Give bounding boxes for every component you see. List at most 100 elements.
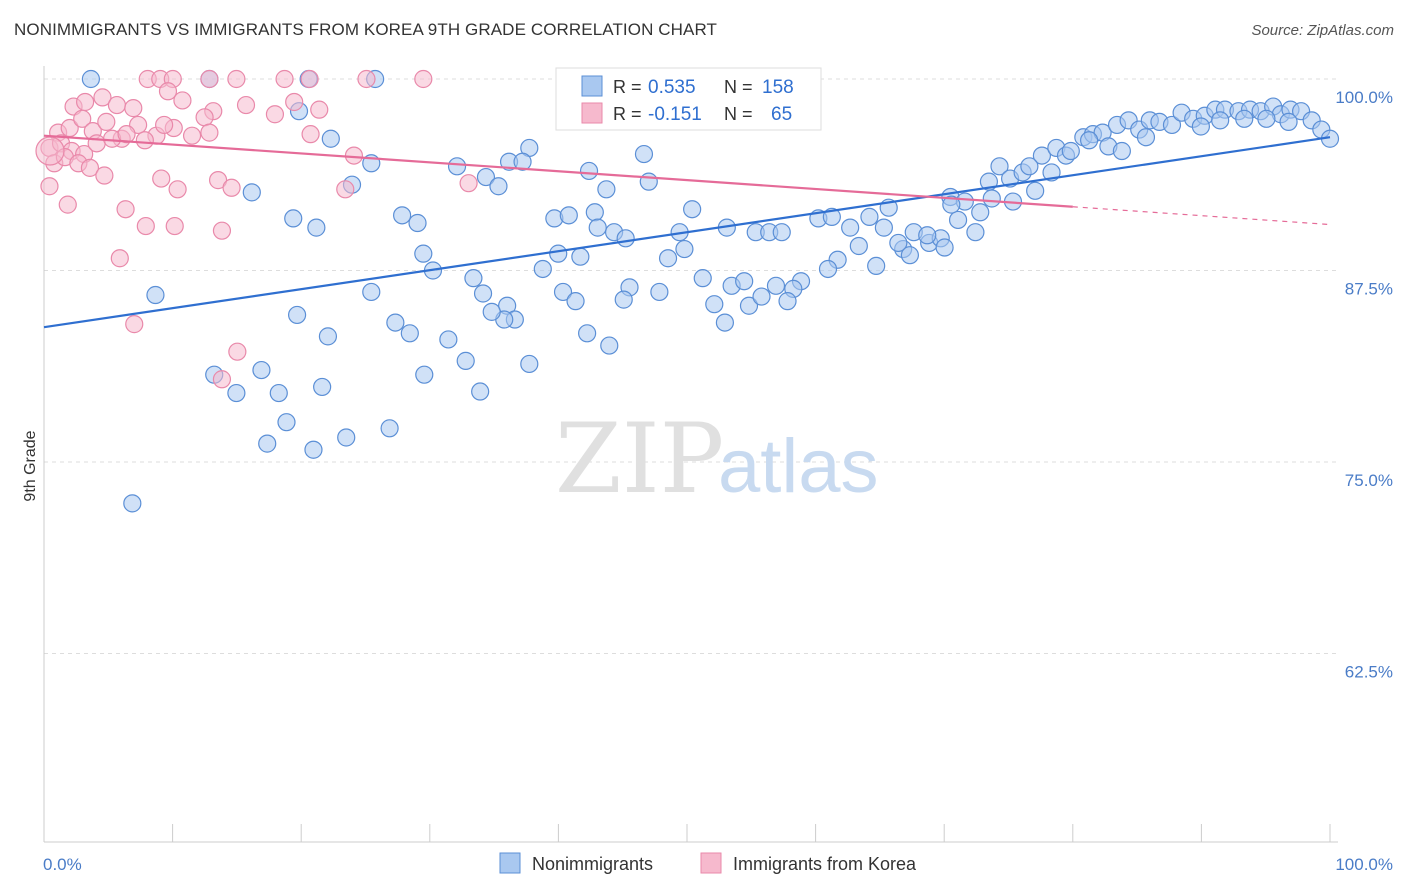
watermark-atlas: atlas: [718, 424, 879, 509]
immigrants-korea-point-62: [336, 180, 355, 199]
x-tick-labels: 0.0% 100.0%: [43, 855, 1393, 874]
immigrants-korea-point-52: [136, 216, 155, 236]
nonimmigrants-point-19: [513, 152, 532, 171]
legend-r-label-1: R =: [613, 77, 642, 97]
nonimmigrants-point-27: [639, 172, 658, 191]
y-tick-labels: 100.0% 87.5% 75.0% 62.5%: [1335, 88, 1393, 682]
legend-n-label-2: N =: [724, 104, 753, 124]
nonimmigrants-point-141: [942, 195, 961, 214]
nonimmigrants-point-134: [1211, 111, 1230, 130]
immigrants-korea-point-15: [310, 100, 329, 119]
nonimmigrants-point-122: [867, 256, 886, 276]
immigrants-korea-point-18: [93, 88, 112, 107]
nonimmigrants-point-109: [386, 313, 405, 332]
immigrants-korea-point-61: [301, 125, 320, 144]
nonimmigrants-point-26: [616, 229, 635, 248]
nonimmigrants-point-91: [675, 239, 694, 259]
immigrants-korea-points: [35, 69, 478, 389]
y-axis-title: 9th Grade: [22, 430, 39, 501]
legend-stats: R = 0.535 N = 158 R = -0.151 N = 65: [555, 67, 822, 131]
nonimmigrants-point-110: [415, 365, 434, 384]
legend-r-label-2: R =: [613, 104, 642, 124]
nonimmigrants-point-152: [227, 383, 246, 403]
immigrants-korea-point-44: [95, 166, 114, 185]
nonimmigrants-point-135: [1235, 109, 1254, 128]
immigrants-korea-point-38: [117, 125, 136, 144]
immigrants-korea-point-47: [208, 171, 228, 190]
immigrants-korea-point-6: [300, 69, 319, 89]
immigrants-korea-point-60: [459, 174, 478, 193]
nonimmigrants-point-21: [559, 206, 578, 225]
nonimmigrants-point-148: [482, 302, 501, 321]
nonimmigrants-point-39: [766, 276, 786, 295]
nonimmigrants-point-116: [549, 244, 568, 263]
nonimmigrants-point-127: [948, 210, 968, 230]
legend-bottom-pink-swatch: [700, 852, 722, 874]
nonimmigrants-point-9: [393, 206, 412, 225]
immigrants-korea-point-51: [116, 200, 135, 219]
nonimmigrants-point-149: [439, 330, 458, 349]
legend-bottom-immigrants-korea: Immigrants from Korea: [733, 854, 917, 874]
nonimmigrants-point-60: [1026, 181, 1045, 200]
nonimmigrants-point-132: [1136, 128, 1156, 147]
nonimmigrants-point-23: [585, 203, 604, 222]
nonimmigrants-point-74: [1162, 115, 1182, 135]
axes: [43, 66, 1338, 843]
nonimmigrants-point-31: [683, 200, 702, 219]
nonimmigrants-point-139: [982, 189, 1001, 208]
immigrants-korea-point-7: [357, 69, 376, 89]
nonimmigrants-point-61: [1032, 146, 1052, 165]
immigrants-korea-point-14: [285, 92, 304, 112]
nonimmigrants-point-103: [600, 336, 619, 355]
legend-r-value-2: -0.151: [648, 104, 702, 125]
nonimmigrants-point-136: [1257, 109, 1276, 128]
legend-pink-swatch: [581, 102, 603, 124]
nonimmigrants-point-4: [146, 285, 165, 305]
immigrants-korea-point-55: [110, 249, 129, 268]
chart-title: NONIMMIGRANTS VS IMMIGRANTS FROM KOREA 9…: [14, 20, 718, 39]
nonimmigrants-point-119: [715, 313, 735, 332]
watermark: ZIP atlas: [555, 403, 879, 515]
x-tick-label-1: 100.0%: [1335, 855, 1393, 874]
immigrants-korea-point-53: [165, 216, 184, 236]
x-tick-label-0: 0.0%: [43, 855, 82, 874]
nonimmigrants-point-145: [752, 287, 771, 306]
nonimmigrants-point-154: [471, 382, 490, 401]
legend-bottom-nonimmigrants: Nonimmigrants: [532, 854, 653, 874]
immigrants-korea-point-63: [200, 123, 219, 142]
nonimmigrants-point-118: [650, 282, 669, 302]
nonimmigrants-point-92: [414, 244, 433, 263]
y-tick-label-3: 62.5%: [1345, 663, 1393, 682]
immigrants-korea-point-4: [227, 69, 246, 89]
nonimmigrants-point-144: [705, 295, 724, 314]
nonimmigrants-point-7: [321, 129, 340, 148]
nonimmigrants-point-38: [772, 223, 791, 242]
legend-r-value-1: 0.535: [648, 77, 696, 98]
nonimmigrants-point-28: [634, 144, 654, 164]
immigrants-korea-point-43: [80, 158, 100, 177]
immigrants-korea-point-9: [158, 82, 178, 101]
immigrants-korea-point-31: [195, 108, 214, 127]
nonimmigrants-point-24: [597, 180, 616, 199]
immigrants-korea-point-8: [414, 69, 433, 89]
nonimmigrants-point-124: [900, 246, 919, 265]
immigrants-korea-point-36: [87, 134, 106, 153]
nonimmigrants-point-30: [658, 249, 678, 268]
immigrants-korea-point-64: [155, 115, 174, 135]
nonimmigrants-point-142: [778, 292, 797, 311]
nonimmigrants-point-125: [918, 226, 937, 245]
nonimmigrants-point-98: [520, 354, 539, 374]
nonimmigrants-point-150: [123, 494, 142, 513]
nonimmigrants-point-114: [380, 419, 399, 438]
nonimmigrants-point-22: [579, 161, 599, 181]
nonimmigrants-point-14: [447, 157, 467, 176]
immigrants-korea-point-57: [212, 370, 232, 389]
immigrants-korea-point-17: [76, 92, 95, 112]
immigrants-korea-point-50: [58, 195, 77, 214]
nonimmigrants-point-155: [313, 377, 332, 397]
nonimmigrants-point-130: [1080, 131, 1099, 150]
nonimmigrants-point-44: [841, 218, 860, 237]
legend-bottom-blue-swatch: [499, 852, 521, 874]
immigrants-korea-point-12: [236, 95, 256, 115]
